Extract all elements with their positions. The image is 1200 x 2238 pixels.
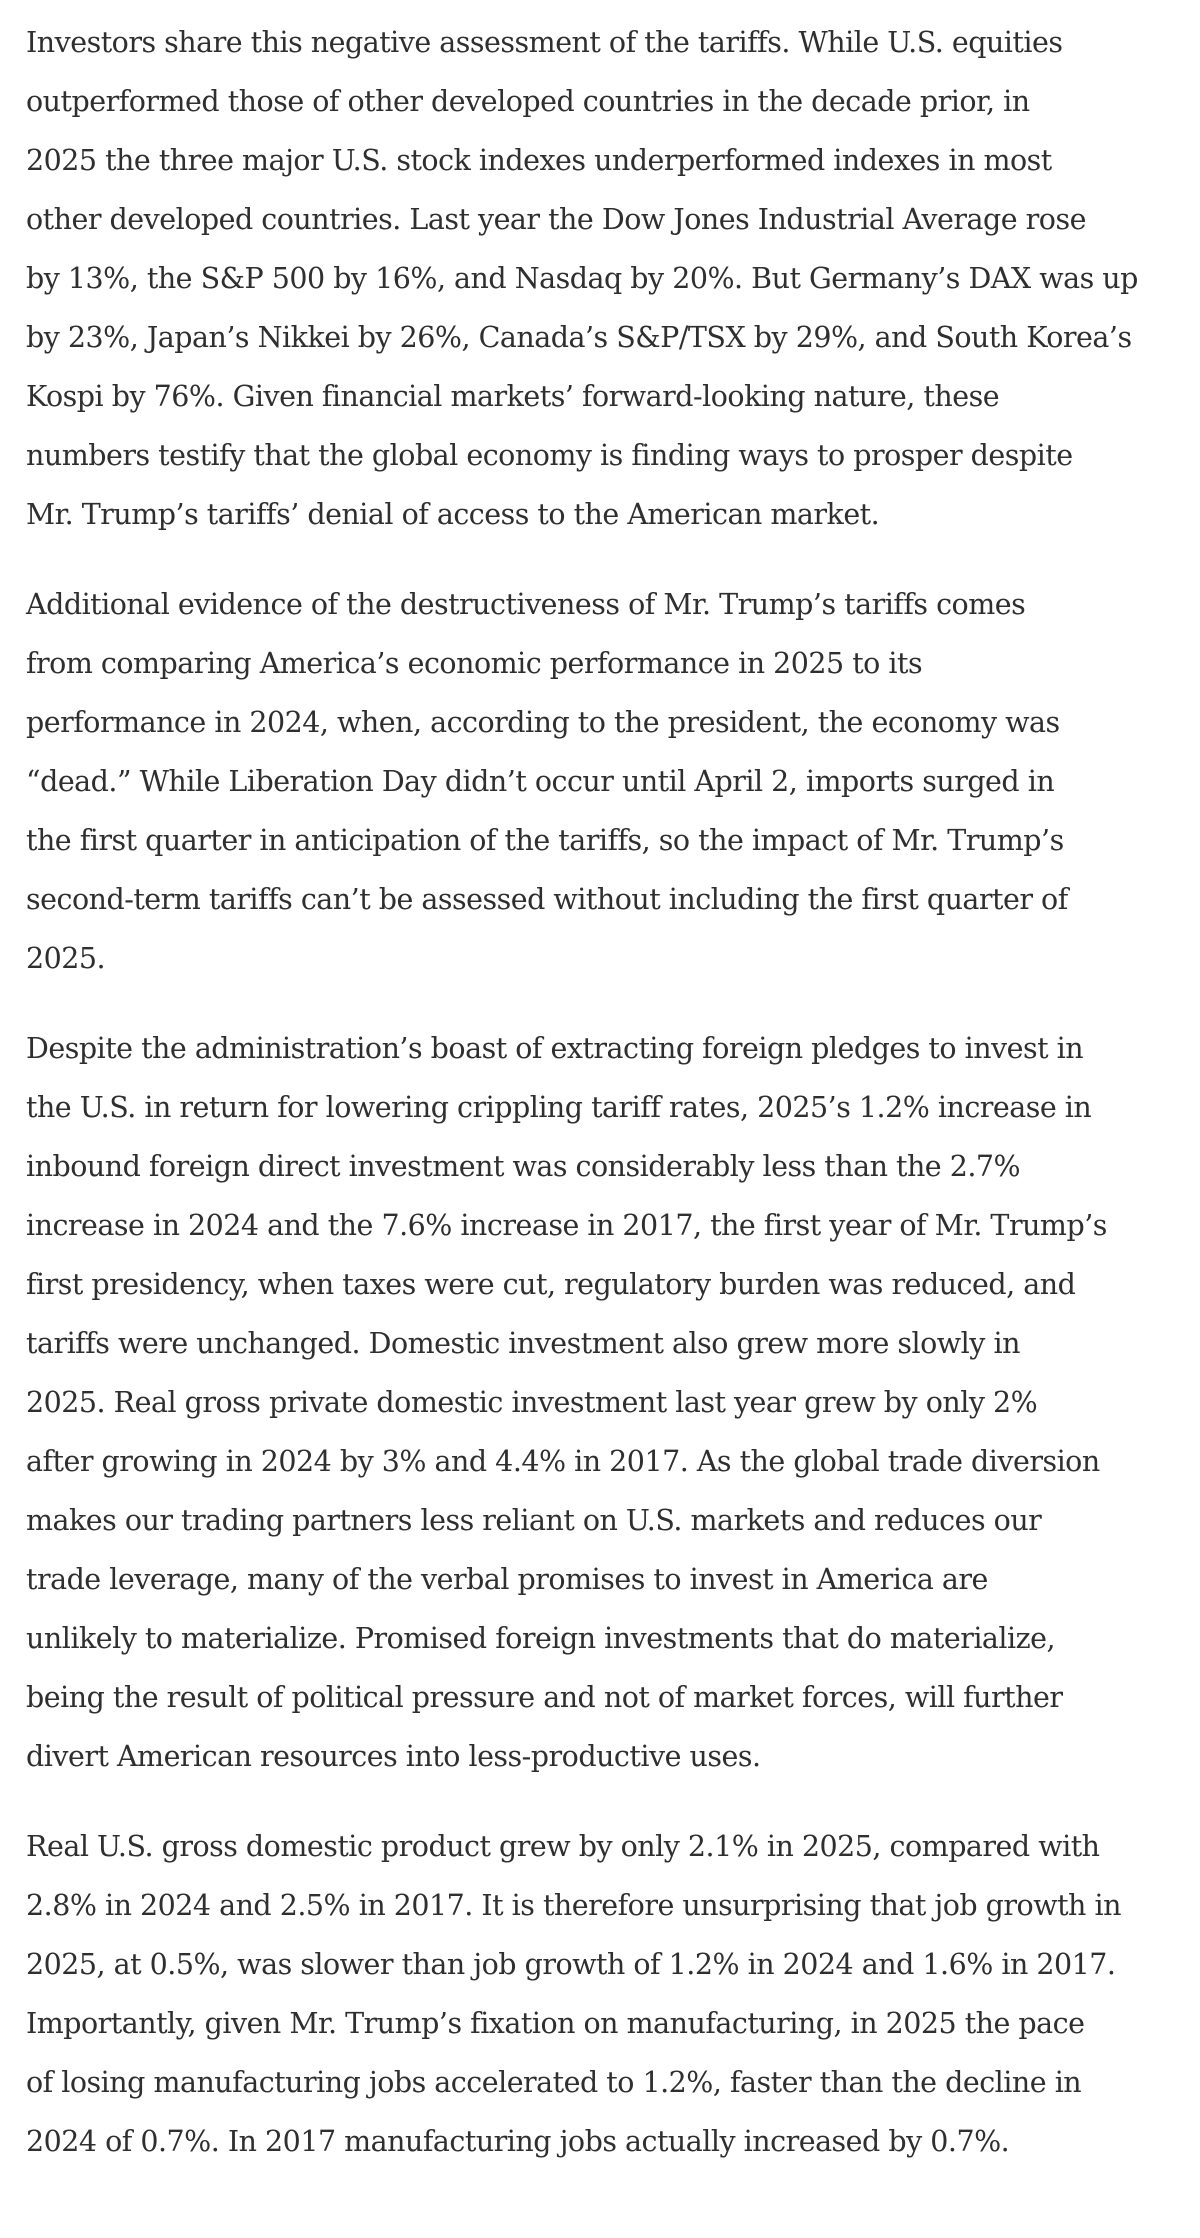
paragraph-line: trade leverage, many of the verbal promi… <box>26 1563 988 1596</box>
paragraph-line: tariffs were unchanged. Domestic investm… <box>26 1327 1020 1360</box>
paragraph-line: the first quarter in anticipation of the… <box>26 824 1064 857</box>
paragraph-line: Investors share this negative assessment… <box>26 26 1063 59</box>
paragraph-line: 2.8% in 2024 and 2.5% in 2017. It is the… <box>26 1889 1121 1922</box>
paragraph-line: unlikely to materialize. Promised foreig… <box>26 1622 1056 1655</box>
article-paragraph: Real U.S. gross domestic product grew by… <box>26 1817 1186 2171</box>
paragraph-line: divert American resources into less-prod… <box>26 1740 761 1773</box>
paragraph-line: Mr. Trump’s tariffs’ denial of access to… <box>26 498 880 531</box>
paragraph-line: 2025. <box>26 942 106 975</box>
paragraph-line: other developed countries. Last year the… <box>26 203 1086 236</box>
paragraph-line: Importantly, given Mr. Trump’s fixation … <box>26 2007 1085 2040</box>
paragraph-line: inbound foreign direct investment was co… <box>26 1150 1021 1183</box>
paragraph-line: the U.S. in return for lowering cripplin… <box>26 1091 1092 1124</box>
paragraph-line: 2024 of 0.7%. In 2017 manufacturing jobs… <box>26 2125 1010 2158</box>
paragraph-line: performance in 2024, when, according to … <box>26 706 1060 739</box>
paragraph-line: being the result of political pressure a… <box>26 1681 1063 1714</box>
paragraph-line: of losing manufacturing jobs accelerated… <box>26 2066 1082 2099</box>
paragraph-line: second-term tariffs can’t be assessed wi… <box>26 883 1068 916</box>
paragraph-line: from comparing America’s economic perfor… <box>26 647 923 680</box>
paragraph-line: Real U.S. gross domestic product grew by… <box>26 1830 1100 1863</box>
article-paragraph: Investors share this negative assessment… <box>26 13 1186 544</box>
paragraph-line: after growing in 2024 by 3% and 4.4% in … <box>26 1445 1100 1478</box>
paragraph-line: first presidency, when taxes were cut, r… <box>26 1268 1076 1301</box>
paragraph-line: outperformed those of other developed co… <box>26 85 1030 118</box>
paragraph-line: by 23%, Japan’s Nikkei by 26%, Canada’s … <box>26 321 1132 354</box>
paragraph-line: Kospi by 76%. Given financial markets’ f… <box>26 380 1000 413</box>
paragraph-line: numbers testify that the global economy … <box>26 439 1073 472</box>
paragraph-line: increase in 2024 and the 7.6% increase i… <box>26 1209 1107 1242</box>
paragraph-line: makes our trading partners less reliant … <box>26 1504 1042 1537</box>
paragraph-line: “dead.” While Liberation Day didn’t occu… <box>26 765 1055 798</box>
paragraph-line: Despite the administration’s boast of ex… <box>26 1032 1084 1065</box>
paragraph-line: 2025. Real gross private domestic invest… <box>26 1386 1038 1419</box>
article-paragraph: Despite the administration’s boast of ex… <box>26 1019 1186 1786</box>
paragraph-line: 2025, at 0.5%, was slower than job growt… <box>26 1948 1116 1981</box>
paragraph-line: by 13%, the S&P 500 by 16%, and Nasdaq b… <box>26 262 1138 295</box>
paragraph-line: 2025 the three major U.S. stock indexes … <box>26 144 1052 177</box>
article-paragraph: Additional evidence of the destructivene… <box>26 575 1186 988</box>
paragraph-line: Additional evidence of the destructivene… <box>26 588 1026 621</box>
article-body: Investors share this negative assessment… <box>26 13 1186 2171</box>
